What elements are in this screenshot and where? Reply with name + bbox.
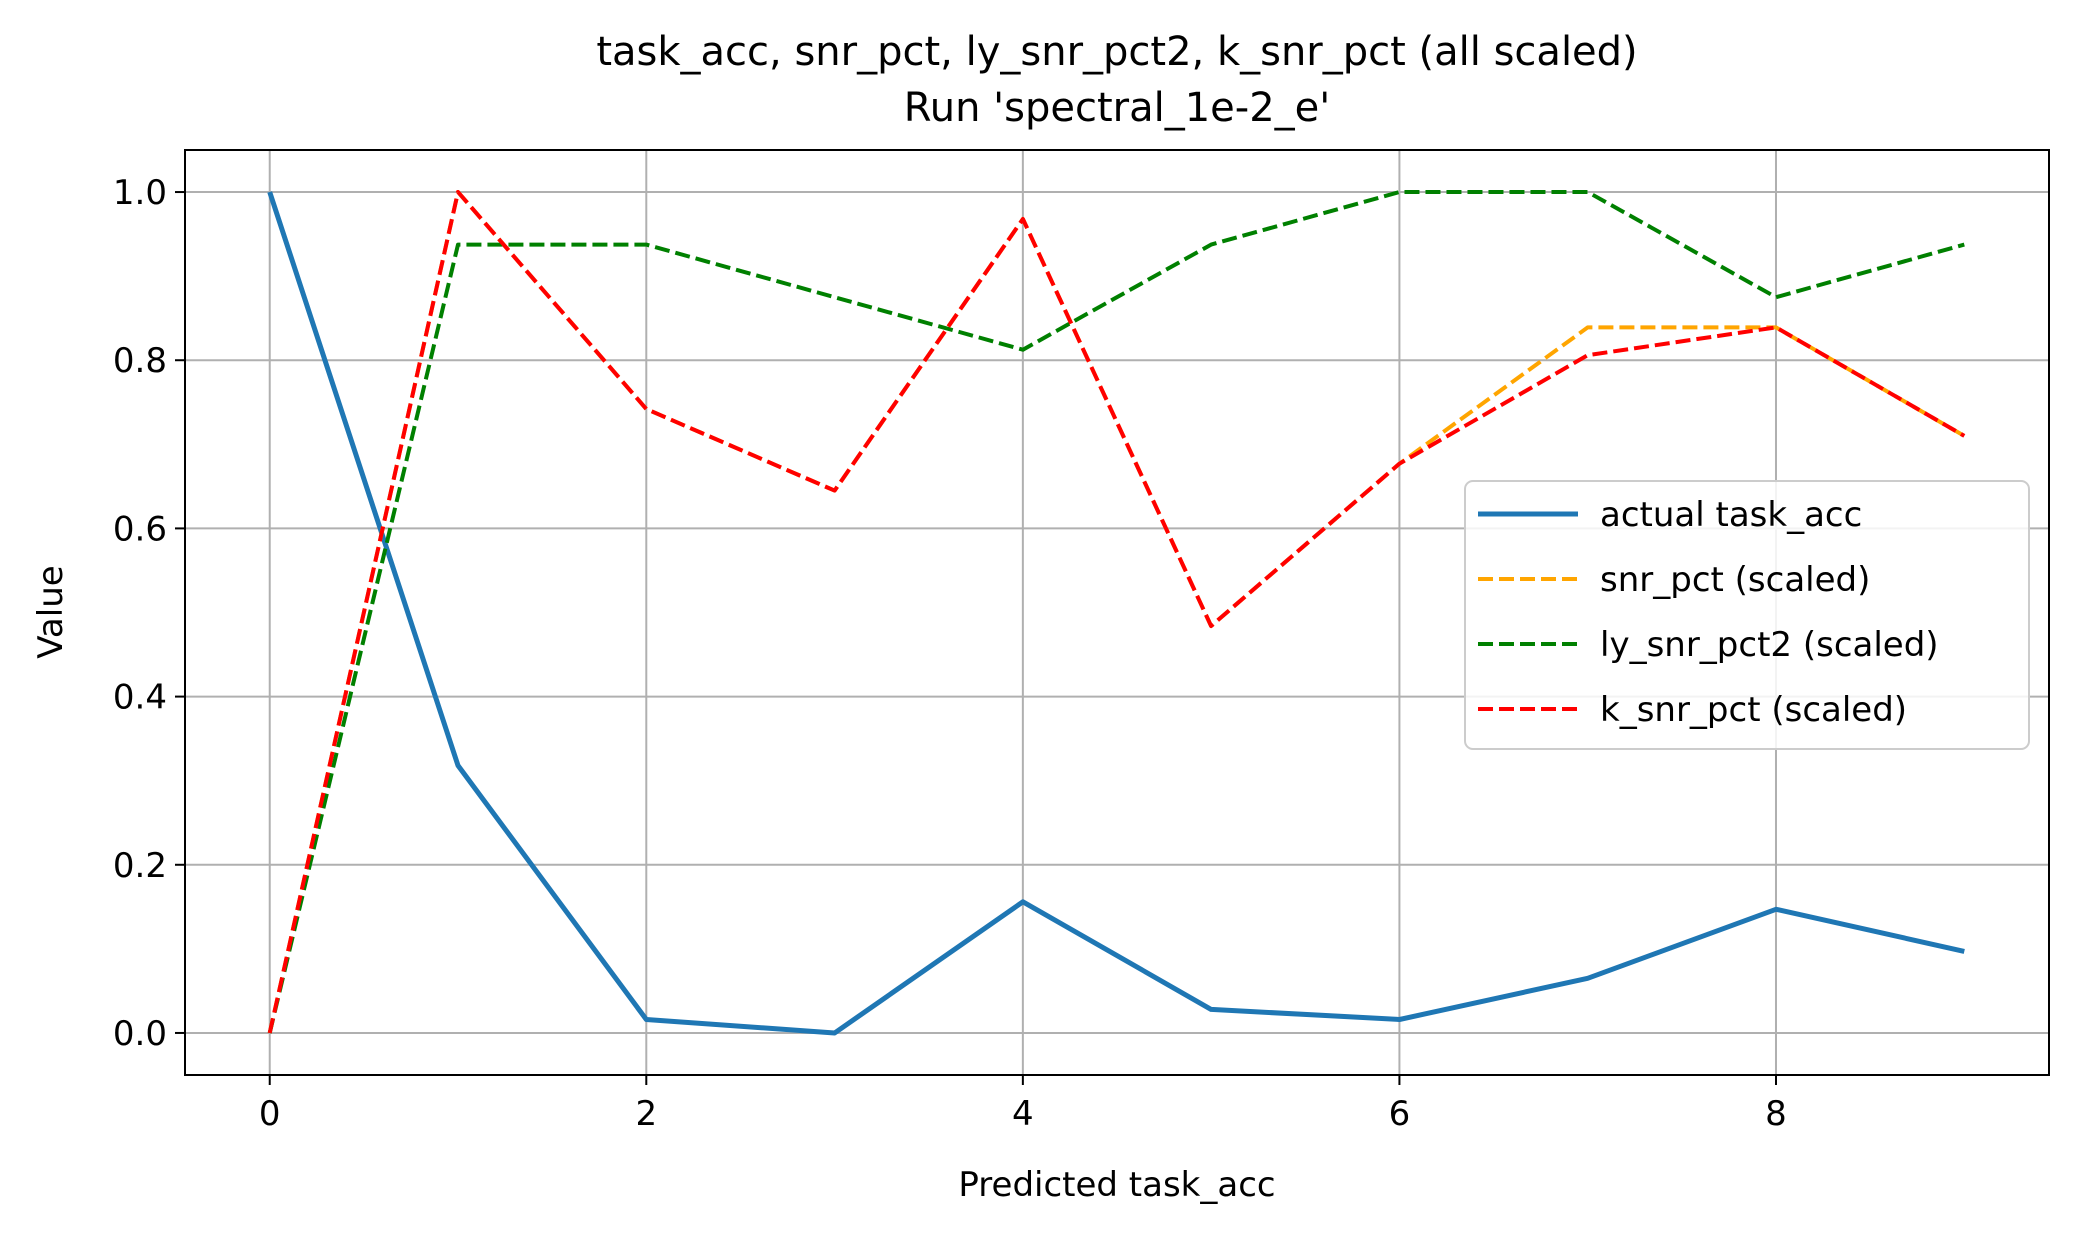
y-axis-label: Value bbox=[31, 565, 71, 658]
x-tick-label: 8 bbox=[1765, 1094, 1787, 1134]
y-tick-label: 0.8 bbox=[113, 341, 167, 381]
legend-box bbox=[1464, 480, 2030, 750]
legend: actual task_acc snr_pct (scaled) ly_snr_pc… bbox=[1464, 480, 2030, 750]
x-tick-label: 2 bbox=[635, 1094, 657, 1134]
y-tick-label: 0.6 bbox=[113, 509, 167, 549]
y-axis-ticks: 0.0 0.2 0.4 0.6 0.8 1.0 bbox=[113, 173, 185, 1054]
x-tick-label: 4 bbox=[1012, 1094, 1034, 1134]
series-lines bbox=[267, 190, 1966, 1036]
legend-label-3: ly_snr_pct2 (scaled) bbox=[1600, 625, 1939, 665]
x-tick-label: 6 bbox=[1389, 1094, 1411, 1134]
x-tick-label: 0 bbox=[259, 1094, 281, 1134]
series-line-4 bbox=[267, 190, 1966, 1034]
y-tick-label: 0.4 bbox=[113, 678, 167, 718]
plot-frame bbox=[184, 149, 2050, 1076]
y-tick-label: 1.0 bbox=[113, 173, 167, 213]
legend-label-1: actual task_acc bbox=[1600, 495, 1862, 535]
series-line-1 bbox=[267, 191, 1965, 1036]
x-axis-label: Predicted task_acc bbox=[958, 1165, 1275, 1205]
chart-title-line2: Run 'spectral_1e-2_e' bbox=[904, 85, 1331, 131]
x-axis-ticks: 0 2 4 6 8 bbox=[259, 1075, 1787, 1134]
legend-label-2: snr_pct (scaled) bbox=[1600, 560, 1870, 600]
grid-lines bbox=[185, 150, 2049, 1075]
y-tick-label: 0.2 bbox=[113, 846, 167, 886]
legend-label-4: k_snr_pct (scaled) bbox=[1600, 690, 1907, 730]
chart-title-line1: task_acc, snr_pct, ly_snr_pct2, k_snr_pc… bbox=[596, 29, 1637, 75]
y-tick-label: 0.0 bbox=[113, 1014, 167, 1054]
series-line-3 bbox=[267, 190, 1965, 1034]
